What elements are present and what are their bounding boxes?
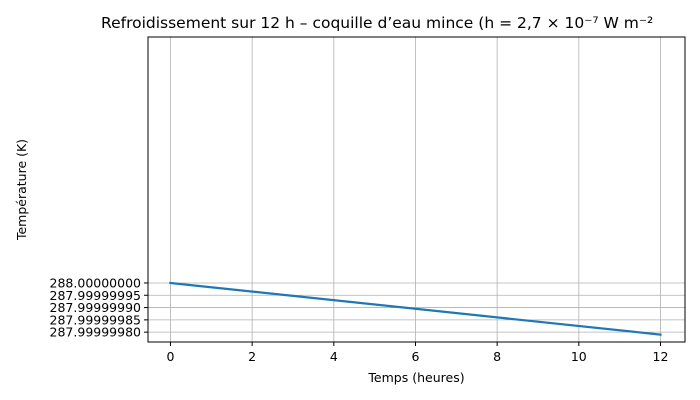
y-tick-label: 287.99999990 bbox=[50, 300, 142, 315]
y-axis-label: Température (K) bbox=[14, 139, 29, 241]
x-tick-label: 8 bbox=[493, 349, 501, 364]
y-tick-label: 287.99999995 bbox=[50, 288, 141, 303]
x-tick-label: 10 bbox=[571, 349, 587, 364]
plot-frame bbox=[147, 36, 686, 343]
x-axis-label: Temps (heures) bbox=[367, 370, 464, 385]
x-tick-label: 4 bbox=[330, 349, 338, 364]
y-tick-label: 287.99999985 bbox=[50, 312, 141, 327]
x-tick-label: 6 bbox=[412, 349, 420, 364]
x-tick-label: 2 bbox=[248, 349, 256, 364]
x-axis: 0 2 4 6 8 10 12 bbox=[166, 342, 668, 364]
chart-title: Refroidissement sur 12 h – coquille d’ea… bbox=[101, 14, 653, 32]
y-tick-label: 287.99999980 bbox=[50, 325, 142, 340]
y-tick-label: 288.00000000 bbox=[50, 275, 142, 290]
x-tick-label: 12 bbox=[653, 349, 669, 364]
x-tick-label: 0 bbox=[166, 349, 174, 364]
y-axis: 288.00000000287.99999995287.99999990287.… bbox=[50, 275, 148, 340]
series-line bbox=[169, 281, 662, 336]
plot-area bbox=[169, 281, 662, 336]
grid bbox=[148, 37, 685, 342]
